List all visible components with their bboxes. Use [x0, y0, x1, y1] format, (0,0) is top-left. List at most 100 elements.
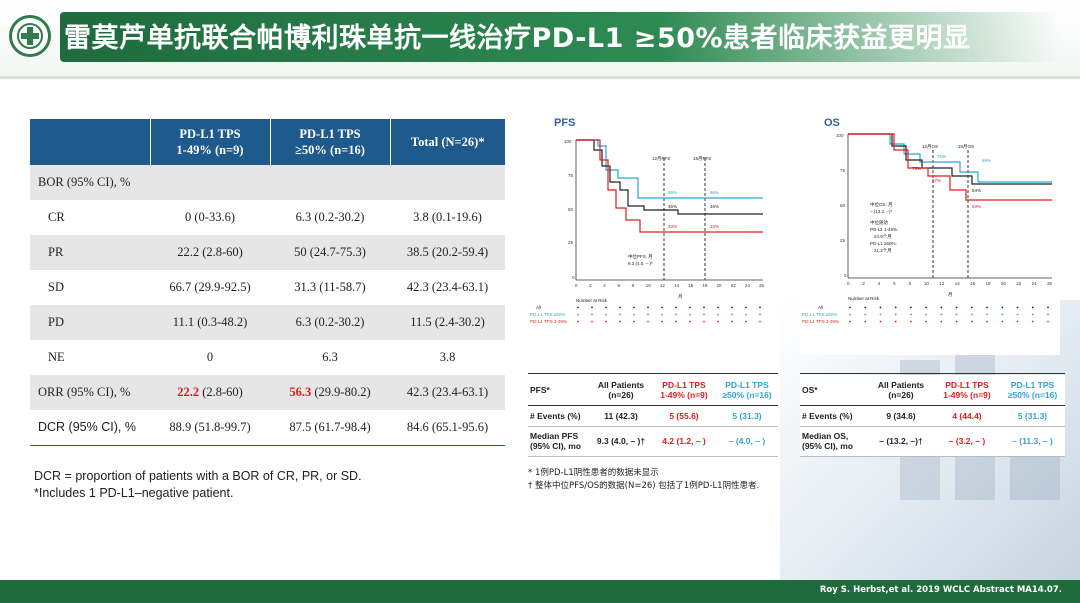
cell [270, 165, 390, 200]
risk-mark [605, 320, 607, 323]
x-tick: 22 [1016, 281, 1022, 286]
cell-rest: (29.9-80.2) [311, 385, 371, 399]
x-tick: 24 [1032, 281, 1038, 286]
risk-mark [647, 306, 649, 309]
pfs-ann-low-18: 33% [710, 224, 719, 229]
x-tick: 8 [909, 281, 912, 286]
table-row: Median OS, (95% CI), mo – (13.2, –)† – (3… [800, 426, 1065, 457]
cell: – (3.2, – ) [934, 426, 1000, 457]
pfs-stats-table: PFS* All Patients (n=26) PD-L1 TPS 1-49% (… [528, 375, 778, 457]
table-footnotes: DCR = proportion of patients with a BOR … [34, 468, 362, 502]
response-table: PD-L1 TPS 1-49% (n=9) PD-L1 TPS ≥50% (n=… [30, 119, 505, 446]
risk-mark [925, 320, 928, 323]
cell: 5 (55.6) [652, 405, 716, 427]
pfs-stat-h3: PD-L1 TPS ≥50% (n=16) [716, 375, 778, 406]
risk-mark [675, 313, 677, 316]
risk-mark [647, 320, 649, 323]
risk-mark [675, 306, 677, 309]
risk-mark [717, 320, 719, 323]
svg-text:0: 0 [844, 273, 847, 278]
svg-text:50: 50 [568, 207, 574, 212]
header-empty-cell [30, 119, 151, 165]
cell: 11.5 (2.4-30.2) [390, 305, 505, 340]
os-stats-box [800, 373, 1065, 374]
pfs-stat-h2: PD-L1 TPS 1-49% (n=9) [652, 375, 716, 406]
cell: – (11.3, – ) [1000, 426, 1065, 457]
risk-mark [970, 313, 973, 316]
os-risk-label: Number at Risk [848, 296, 880, 301]
risk-mark [1031, 306, 1034, 309]
cell: 6.3 (0.2-30.2) [270, 305, 390, 340]
risk-mark [970, 320, 973, 323]
risk-mark [745, 313, 747, 316]
cell: 22.2 (2.8-60) [150, 235, 270, 270]
cell: 66.7 (29.9-92.5) [169, 280, 251, 294]
cell: # Events (%) [800, 405, 868, 427]
cell: Median OS, (95% CI), mo [800, 426, 868, 457]
svg-text:25: 25 [840, 238, 846, 243]
risk-mark [633, 306, 635, 309]
cell-line: (95% CI), mo [802, 441, 854, 451]
svg-text:25: 25 [568, 240, 574, 245]
footnote-dcr: DCR = proportion of patients with a BOR … [34, 469, 362, 483]
risk-mark [940, 320, 943, 323]
pfs-risk-low: PD-L1 TPS 1-49% [530, 319, 567, 324]
row-label-pr: PR [30, 235, 150, 270]
os-stat-h1b: (n=26) [888, 389, 914, 400]
risk-mark [703, 313, 705, 316]
table-row: PR 22.2 (2.8-60) 50 (24.7-75.3) 38.5 (20… [30, 235, 505, 270]
x-tick: 26 [759, 283, 765, 288]
risk-mark [633, 313, 635, 316]
x-tick: 0 [847, 281, 850, 286]
x-tick: 4 [878, 281, 881, 286]
cell: 5 (31.3) [716, 405, 778, 427]
pfs-ann-high-18: 56% [710, 190, 719, 195]
os-followup-high: PD-L1 ≥50%: [870, 241, 897, 246]
os-stat-h2a: PD-L1 TPS [945, 379, 989, 390]
os-ann-all: 73% [912, 166, 921, 171]
orr-highlight-high: 56.3 [289, 385, 312, 399]
risk-mark [1031, 313, 1034, 316]
risk-mark [731, 320, 733, 323]
x-tick: 2 [862, 281, 865, 286]
svg-text:50: 50 [840, 203, 846, 208]
pfs-stat-h3a: PD-L1 TPS [725, 379, 769, 390]
header-tps-high-line1: PD-L1 TPS [299, 127, 361, 141]
os-ann-all-18: 64% [972, 188, 981, 193]
os-ann-low: 67% [932, 178, 941, 183]
risk-mark [717, 306, 719, 309]
risk-mark [1047, 320, 1049, 323]
risk-mark [925, 306, 928, 309]
os-risk-low: PD-L1 TPS 1-49% [802, 319, 839, 324]
table-row: BOR (95% CI), % [30, 165, 505, 200]
risk-mark [910, 306, 912, 309]
risk-mark [731, 306, 733, 309]
x-tick: 24 [745, 283, 751, 288]
header-tps-low-line2: 1-49% (n=9) [176, 143, 244, 157]
pfs-ann-all: 46% [668, 204, 677, 209]
table-row: NE 0 6.3 3.8 [30, 340, 505, 375]
cell: 11 (42.3) [590, 405, 652, 427]
risk-mark [661, 313, 663, 316]
svg-text:75: 75 [840, 168, 846, 173]
risk-mark [879, 320, 882, 323]
cell-line: (95% CI), mo [530, 441, 582, 451]
os-ann-high-18: 69% [982, 158, 991, 163]
risk-mark [879, 313, 882, 316]
cell: # Events (%) [528, 405, 590, 427]
table-row: ORR (95% CI), % 22.2 (2.8-60) 56.3 (29.9… [30, 375, 505, 410]
os-median-value: – (13.2, –)* [870, 209, 893, 214]
cell-rest: (2.8-60) [199, 385, 243, 399]
os-stat-h3: PD-L1 TPS ≥50% (n=16) [1000, 375, 1065, 406]
os-stat-h3a: PD-L1 TPS [1010, 379, 1055, 390]
risk-mark [986, 313, 988, 316]
risk-mark [703, 320, 705, 323]
note-overall-median: † 整体中位PFS/OS的数据(N=26) 包括了1例PD-L1阴性患者. [528, 481, 760, 491]
os-12-label: 12月OS [922, 144, 938, 150]
risk-mark [591, 306, 593, 309]
risk-mark [1016, 306, 1019, 309]
risk-mark [591, 313, 593, 316]
pfs-stat-h3b: ≥50% (n=16) [722, 389, 772, 400]
x-tick: 4 [603, 283, 606, 288]
